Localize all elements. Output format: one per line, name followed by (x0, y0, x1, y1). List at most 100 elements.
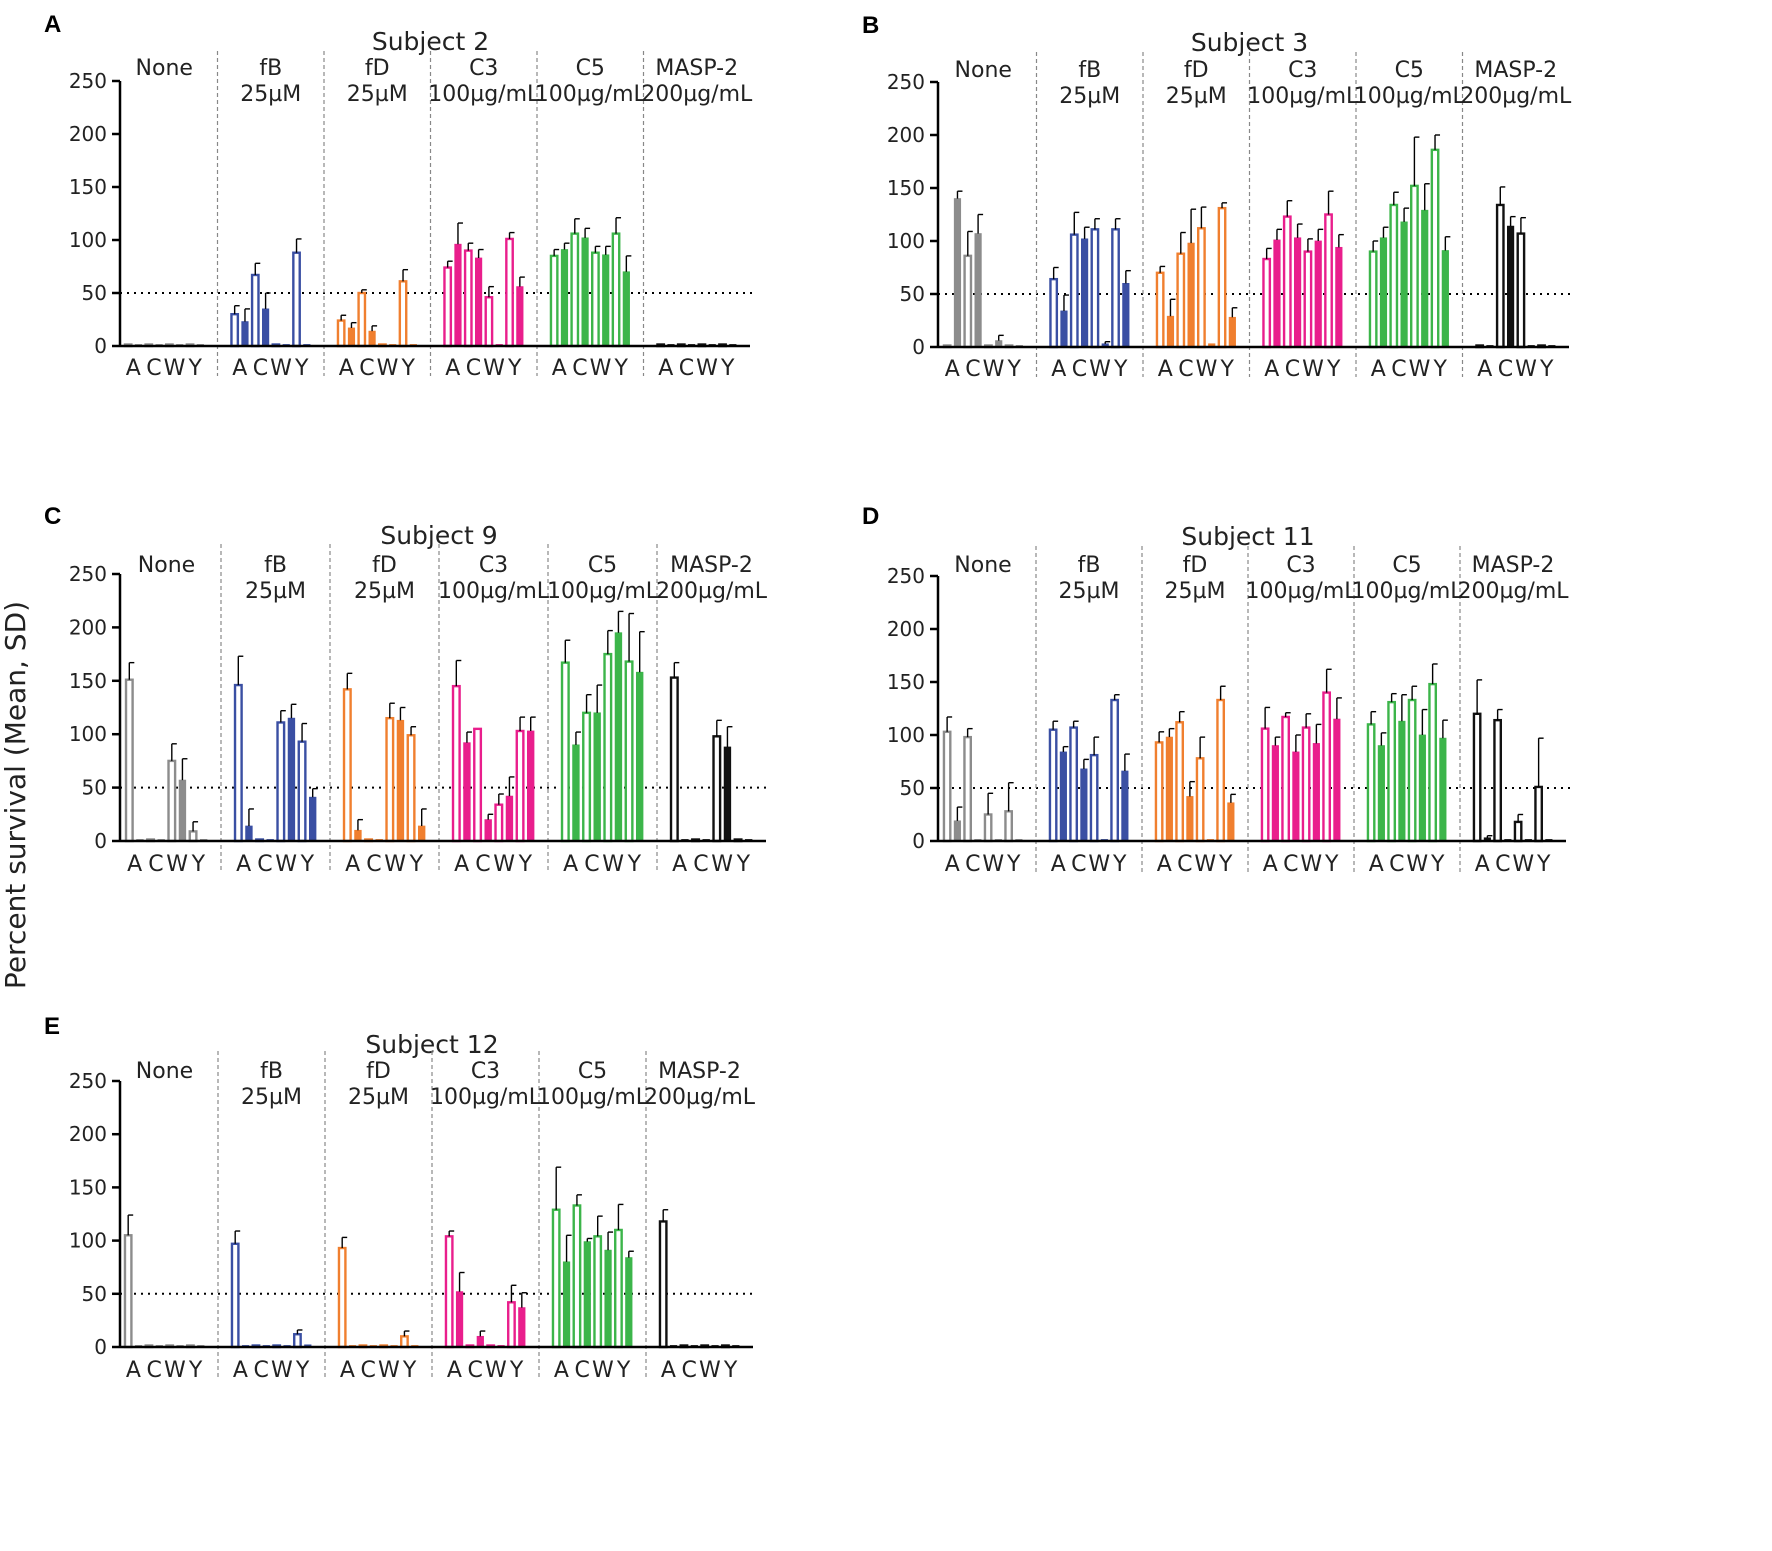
bar-fd-a-filled (347, 327, 356, 347)
bar-fd-a-open (336, 319, 346, 348)
bar-c5-w-open (593, 1235, 603, 1349)
bar-c3-c-filled (476, 1335, 484, 1348)
bar-none-a-filled (953, 198, 962, 348)
group-label: C5 (576, 56, 605, 81)
bar-fb-w-open (1089, 753, 1099, 843)
bar-c5-y-filled (635, 671, 644, 842)
group-dose-label: 100µg/mL (1351, 579, 1463, 604)
y-tick-label: 200 (69, 122, 107, 146)
bar-none-a-open (942, 730, 952, 843)
category-label: W (1409, 357, 1431, 382)
bar-fb-c-filled (1080, 238, 1089, 348)
bar-c5-a-open (1366, 723, 1376, 843)
y-tick-label: 150 (887, 176, 925, 200)
category-label: A (552, 356, 567, 381)
bar-c5-a-filled (1377, 745, 1385, 842)
y-tick-label: 50 (82, 1282, 107, 1306)
bar-c5-y-open (624, 660, 634, 843)
category-label: C (1283, 852, 1298, 877)
y-tick-label: 100 (69, 722, 107, 746)
bar-none-y-open (188, 830, 198, 843)
bar-fb-w-open (276, 721, 286, 843)
bar-c5-a-open (551, 1208, 561, 1349)
bar-fd-c-filled (1187, 242, 1195, 348)
category-label: Y (1006, 852, 1021, 877)
category-label: Y (1432, 357, 1447, 382)
y-tick-label: 150 (69, 1175, 107, 1199)
y-tick-label: 100 (887, 723, 925, 747)
bar-c3-w-open (484, 296, 494, 348)
group-label: MASP-2 (1474, 58, 1557, 83)
group-label: fD (1183, 553, 1208, 578)
category-label: A (1477, 357, 1492, 382)
category-label: C (360, 1358, 375, 1383)
y-tick-label: 200 (69, 1122, 107, 1146)
bar-fd-c-open (1175, 721, 1185, 843)
category-label: A (1051, 357, 1066, 382)
category-label: C (693, 852, 708, 877)
group-label: fD (372, 553, 397, 578)
group-label: fB (260, 1059, 283, 1084)
category-label: A (127, 852, 142, 877)
category-label: C (475, 852, 490, 877)
bar-fb-y-filled (308, 796, 317, 842)
group-label: fD (366, 1059, 391, 1084)
category-label: A (554, 1358, 569, 1383)
bar-masp-2-y-open (1534, 785, 1544, 843)
category-label: Y (400, 356, 415, 381)
bar-fd-y-filled (1228, 316, 1236, 348)
category-label: A (445, 356, 460, 381)
group-dose-label: 200µg/mL (656, 579, 768, 604)
bar-c3-y-filled (516, 286, 524, 347)
bar-fd-y-open (1217, 206, 1227, 349)
bar-masp-2-w-open (1513, 820, 1523, 843)
bar-fb-y-filled (1121, 770, 1129, 842)
bar-c5-a-filled (572, 744, 580, 842)
bar-c5-w-open (1407, 698, 1417, 843)
y-tick-label: 100 (69, 1229, 107, 1253)
category-label: Y (191, 852, 206, 877)
category-label: C (1391, 357, 1406, 382)
category-label: C (253, 1358, 268, 1383)
bar-fd-c-open (357, 291, 367, 348)
category-label: C (1072, 357, 1087, 382)
bar-c3-y-filled (1333, 718, 1341, 842)
group-dose-label: 25µM (241, 1085, 302, 1110)
category-label: W (271, 1358, 293, 1383)
bar-fd-w-open (385, 716, 395, 843)
bar-fb-a-open (230, 1242, 240, 1349)
y-tick-label: 200 (887, 123, 925, 147)
category-label: W (983, 357, 1005, 382)
bar-none-c-open (963, 254, 973, 349)
category-label: Y (294, 356, 309, 381)
category-label: C (466, 356, 481, 381)
category-label: C (1071, 852, 1086, 877)
category-label: C (253, 356, 268, 381)
group-label: None (138, 553, 195, 578)
y-tick-label: 250 (887, 564, 925, 588)
bar-fd-a-filled (354, 829, 362, 842)
bar-fd-c-filled (368, 330, 376, 347)
bar-fd-y-open (406, 734, 416, 843)
category-label: Y (720, 356, 735, 381)
bar-c5-y-filled (622, 271, 630, 347)
bar-c5-a-filled (560, 249, 569, 347)
panel-label: D (862, 503, 879, 530)
group-label: None (955, 58, 1012, 83)
group-label: C5 (578, 1059, 607, 1084)
bar-c5-c-filled (581, 237, 589, 347)
category-label: A (1371, 357, 1386, 382)
bar-c5-w-filled (602, 254, 610, 347)
bar-masp-2-a-open (1472, 712, 1482, 843)
y-tick-label: 0 (94, 829, 107, 853)
bar-fb-a-open (1048, 728, 1058, 843)
category-label: C (1389, 852, 1404, 877)
group-label: C3 (1288, 58, 1317, 83)
category-label: C (965, 852, 980, 877)
bar-c5-y-open (611, 232, 621, 348)
bar-none-y-open (1004, 810, 1014, 843)
category-label: W (485, 1358, 507, 1383)
bar-c5-y-filled (1439, 737, 1447, 842)
